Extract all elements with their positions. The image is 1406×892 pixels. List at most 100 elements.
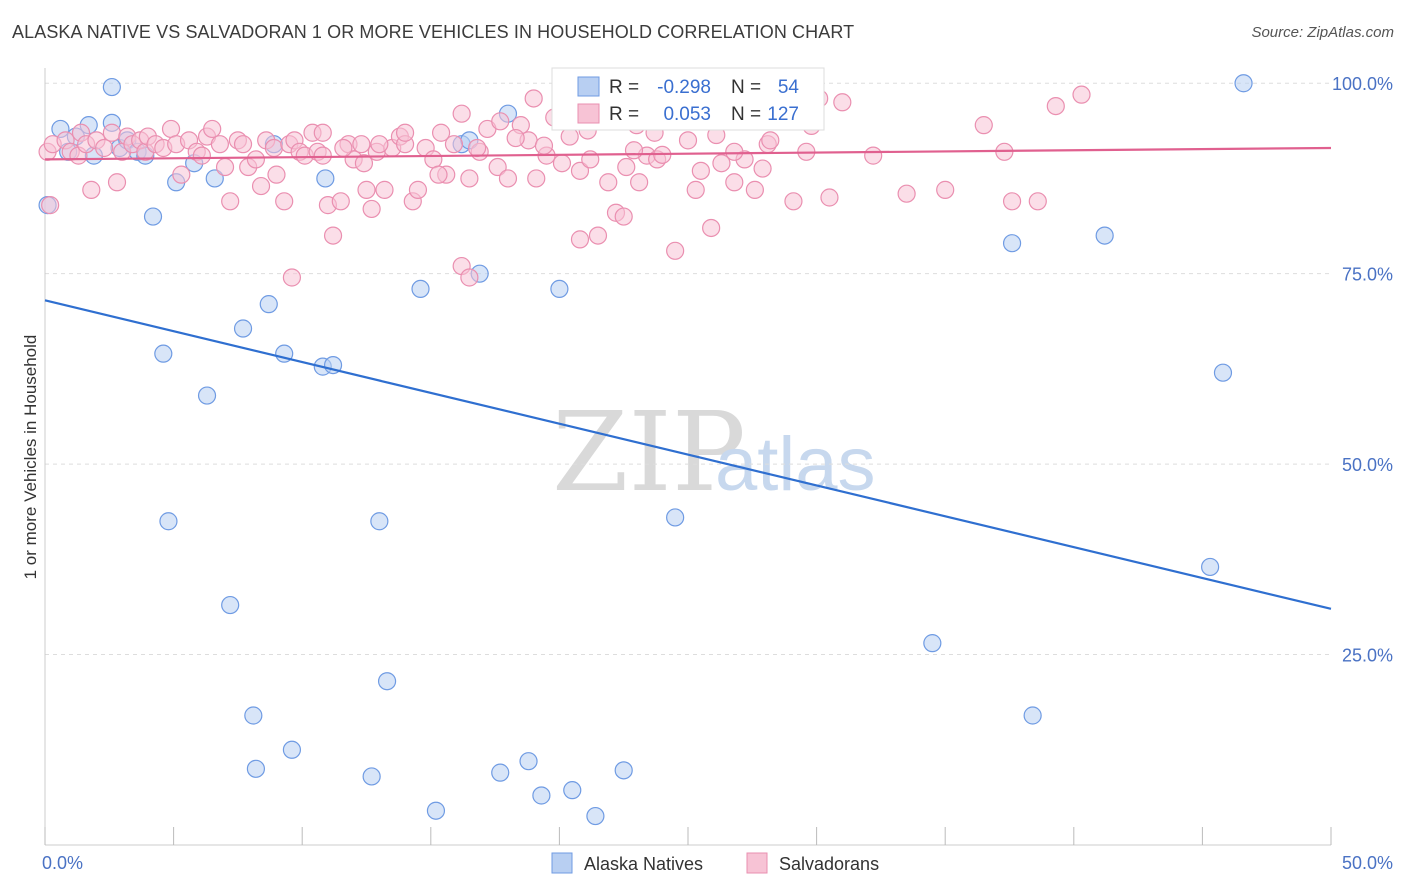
salvadoran-point-83 (588, 226, 608, 245)
salvadoran-point-102 (833, 93, 852, 112)
alaska-point-45 (563, 781, 582, 800)
salvadoran-point-40 (275, 192, 294, 211)
alaska-point-50 (1095, 226, 1114, 245)
alaska-point-21 (154, 344, 173, 363)
salvadoran-point-49 (323, 226, 343, 245)
salvadoran-point-115 (570, 230, 590, 249)
salvadoran-point-68 (452, 104, 471, 123)
gridlines (45, 82, 1331, 656)
stats-r-value-alaska: -0.298 (657, 77, 711, 98)
alaska-point-28 (411, 279, 430, 299)
salvadoran-point-1 (41, 196, 60, 215)
salvadoran-point-132 (491, 112, 510, 131)
x-tick-labels: 0.0% 50.0% (42, 853, 1393, 873)
salvadoran-point-100 (784, 192, 803, 211)
salvadoran-point-38 (264, 138, 284, 158)
salvadoran-point-114 (460, 268, 479, 287)
salvadoran-point-65 (431, 123, 451, 142)
salvadoran-point-10 (95, 138, 114, 158)
salvadoran-point-54 (357, 180, 376, 199)
alaska-point-48 (1023, 706, 1042, 725)
legend-swatch-alaska (551, 852, 573, 874)
legend-swatch-salvadoran (746, 852, 768, 874)
salvadoran-point-69 (460, 169, 479, 188)
alaska-point-37 (244, 706, 263, 725)
salvadoran-point-139 (624, 141, 644, 160)
salvadoran-point-55 (362, 199, 381, 219)
salvadoran-point-91 (678, 131, 698, 150)
x-tick-label-0: 0.0% (42, 853, 83, 873)
salvadoran-point-130 (354, 154, 374, 173)
alaska-point-44 (532, 786, 551, 805)
stats-swatch-alaska (577, 76, 600, 97)
salvadoran-point-111 (1072, 85, 1091, 104)
salvadoran-point-47 (313, 146, 332, 165)
alaska-point-39 (282, 740, 302, 759)
salvadoran-point-104 (897, 184, 916, 203)
salvadoran-point-118 (761, 131, 780, 150)
stats-n-value-alaska: 54 (778, 77, 800, 98)
salvadoran-point-131 (370, 135, 389, 154)
alaska-point-52 (1213, 363, 1233, 382)
salvadoran-point-126 (686, 180, 705, 199)
salvadoran-point-119 (614, 207, 633, 226)
salvadoran-point-101 (820, 188, 839, 207)
salvadoran-point-12 (107, 173, 127, 192)
salvadoran-point-29 (210, 135, 229, 154)
watermark-zip: ZIP (552, 388, 746, 516)
salvadoran-point-109 (1028, 192, 1047, 211)
alaska-point-36 (377, 672, 397, 691)
y-tick-label-0: 100.0% (1332, 74, 1393, 94)
salvadoran-point-97 (745, 180, 764, 199)
y-axis-label: 1 or more Vehicles in Household (21, 335, 40, 580)
stats-n-label-alaska: N = (731, 77, 761, 98)
salvadoran-point-81 (570, 161, 590, 180)
salvadoran-point-57 (375, 180, 394, 199)
y-tick-label-1: 75.0% (1342, 265, 1393, 285)
salvadoran-point-108 (1002, 192, 1022, 211)
salvadoran-point-110 (1046, 96, 1065, 116)
salvadoran-point-84 (599, 173, 618, 192)
salvadoran-point-35 (246, 150, 266, 169)
stats-n-value-salvadoran: 127 (767, 104, 799, 125)
alaska-point-31 (159, 512, 178, 531)
x-tick-label-1: 50.0% (1342, 853, 1393, 873)
alaska-point-53 (1234, 74, 1253, 93)
salvadoran-point-21 (161, 119, 181, 139)
salvadoran-point-93 (702, 218, 721, 238)
alaska-point-46 (586, 806, 605, 826)
salvadoran-point-31 (221, 192, 240, 211)
alaska-point-22 (197, 386, 217, 405)
chart-title: ALASKA NATIVE VS SALVADORAN 1 OR MORE VE… (12, 22, 855, 42)
salvadoran-point-105 (936, 180, 955, 199)
salvadoran-point-92 (691, 161, 710, 180)
alaska-point-41 (426, 801, 446, 820)
salvadoran-point-103 (864, 146, 883, 165)
alaska-point-20 (102, 77, 121, 97)
salvadoran-point-64 (424, 150, 443, 169)
alaska-point-42 (491, 763, 510, 782)
alaska-point-30 (550, 279, 569, 299)
salvadoran-point-53 (352, 135, 371, 154)
alaska-point-11 (143, 207, 163, 226)
salvadoran-point-72 (488, 157, 507, 177)
salvadoran-point-76 (527, 169, 546, 188)
y-tick-labels: 100.0% 75.0% 50.0% 25.0% (1332, 74, 1393, 665)
alaska-point-32 (221, 595, 240, 615)
salvadoran-point-116 (666, 241, 685, 260)
salvadoran-point-121 (725, 142, 744, 161)
salvadoran-point-134 (395, 123, 415, 142)
salvadoran-point-50 (331, 192, 350, 211)
x-tick-marks (44, 827, 1332, 845)
alaska-point-33 (370, 512, 389, 531)
salvadoran-point-30 (215, 157, 235, 177)
watermark: ZIP atlas (552, 388, 876, 516)
series-alaska-natives (38, 74, 1253, 826)
salvadoran-trend-line (44, 146, 1332, 161)
alaska-point-23 (233, 319, 253, 338)
salvadoran-point-135 (467, 138, 487, 158)
salvadoran-point-125 (630, 173, 649, 192)
alaska-point-49 (1002, 234, 1022, 253)
salvadoran-point-26 (192, 146, 211, 165)
salvadoran-point-142 (753, 159, 772, 178)
